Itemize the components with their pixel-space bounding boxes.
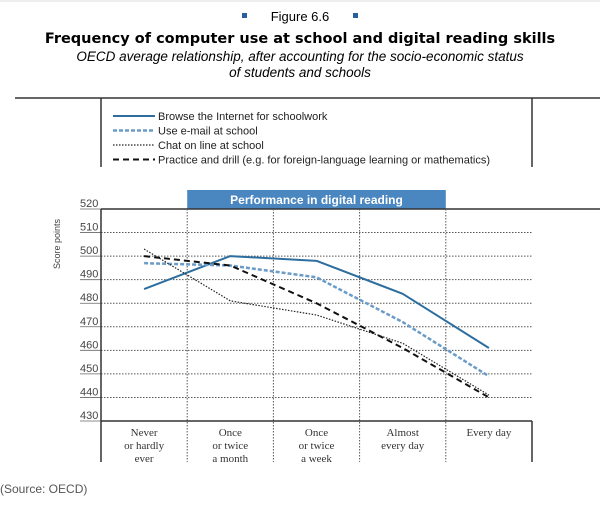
banner-text: Performance in digital reading (230, 193, 403, 207)
series-line-0 (143, 255, 490, 349)
banner (187, 190, 446, 209)
figure-marker-icon (353, 13, 358, 18)
chart-subtitle-2: of students and schools (229, 65, 371, 80)
figure-label: Figure 6.6 (271, 9, 330, 24)
chart-subtitle-1: OECD average relationship, after account… (76, 49, 523, 64)
y-tick-label: 490 (80, 269, 98, 281)
x-tick-label: or twice (299, 440, 335, 452)
x-tick-label: a week (301, 453, 332, 465)
y-tick-label: 510 (80, 222, 98, 234)
legend: Browse the Internet for schoolwork Use e-… (113, 111, 490, 167)
y-tick-label: 500 (80, 245, 98, 257)
source-note: (Source: OECD) (0, 482, 88, 496)
x-tick-label: Once (305, 427, 328, 439)
x-tick-label: Every day (466, 427, 511, 439)
series-line-1 (144, 261, 490, 378)
plot-area: Performance in digital reading 430 440 450 4… (52, 190, 600, 465)
y-tick-label: 430 (80, 410, 98, 422)
series-line-3 (143, 255, 490, 399)
x-tick-label: or hardly (124, 440, 165, 452)
y-tick-label: 480 (80, 292, 98, 304)
figure-marker-icon (242, 13, 247, 18)
y-tick-label: 520 (80, 198, 98, 210)
legend-label: Chat on line at school (158, 140, 264, 152)
series-line-2 (143, 248, 490, 396)
y-axis-label: Score points (52, 218, 62, 269)
y-tick-label: 440 (80, 386, 98, 398)
x-tick-label: Almost (386, 427, 418, 439)
x-tick-label: a month (212, 453, 248, 465)
y-tick-label: 470 (80, 316, 98, 328)
chart-title: Frequency of computer use at school and … (45, 31, 555, 47)
y-tick-label: 450 (80, 363, 98, 375)
x-tick-label: or twice (212, 440, 248, 452)
x-tick-label: Once (219, 427, 242, 439)
y-tick-label: 460 (80, 339, 98, 351)
x-tick-label: ever (135, 453, 154, 465)
legend-label: Practice and drill (e.g. for foreign-lan… (158, 155, 490, 167)
x-tick-label: Never (131, 427, 158, 439)
legend-label: Browse the Internet for schoolwork (158, 111, 328, 123)
legend-label: Use e-mail at school (158, 126, 258, 138)
x-tick-label: every day (381, 440, 425, 452)
